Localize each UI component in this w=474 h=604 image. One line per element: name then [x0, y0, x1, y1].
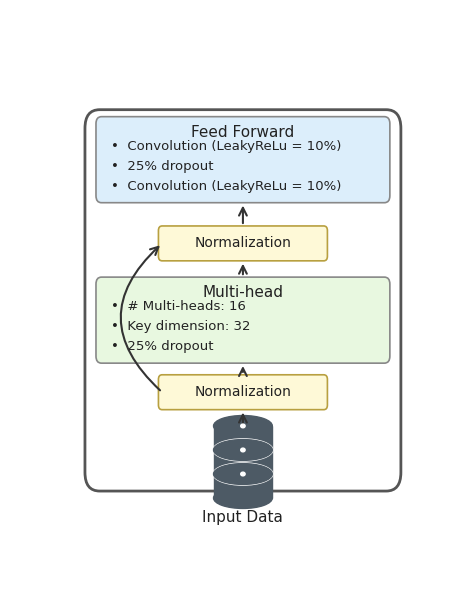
Ellipse shape	[241, 424, 245, 428]
Text: •  Convolution (LeakyReLu = 10%): • Convolution (LeakyReLu = 10%)	[110, 180, 341, 193]
Text: Normalization: Normalization	[194, 236, 292, 251]
Ellipse shape	[213, 464, 272, 484]
Text: Multi-head: Multi-head	[202, 286, 283, 300]
Bar	[213, 450, 272, 474]
Bar	[213, 474, 272, 498]
FancyBboxPatch shape	[85, 110, 401, 491]
Ellipse shape	[241, 472, 245, 476]
Text: Feed Forward: Feed Forward	[191, 125, 294, 140]
FancyBboxPatch shape	[158, 226, 328, 261]
Text: •  25% dropout: • 25% dropout	[110, 160, 213, 173]
Text: •  Convolution (LeakyReLu = 10%): • Convolution (LeakyReLu = 10%)	[110, 140, 341, 153]
FancyBboxPatch shape	[96, 117, 390, 203]
FancyBboxPatch shape	[158, 374, 328, 410]
FancyArrowPatch shape	[121, 247, 160, 390]
Ellipse shape	[213, 439, 273, 461]
Bar	[213, 426, 272, 450]
Ellipse shape	[213, 416, 272, 436]
Ellipse shape	[213, 487, 272, 509]
Ellipse shape	[213, 440, 272, 460]
Ellipse shape	[241, 448, 245, 452]
Text: Input Data: Input Data	[202, 510, 283, 525]
FancyBboxPatch shape	[96, 277, 390, 363]
Text: •  # Multi-heads: 16: • # Multi-heads: 16	[110, 300, 246, 313]
Ellipse shape	[213, 463, 273, 485]
Text: Normalization: Normalization	[194, 385, 292, 399]
Text: •  25% dropout: • 25% dropout	[110, 341, 213, 353]
Text: •  Key dimension: 32: • Key dimension: 32	[110, 320, 250, 333]
